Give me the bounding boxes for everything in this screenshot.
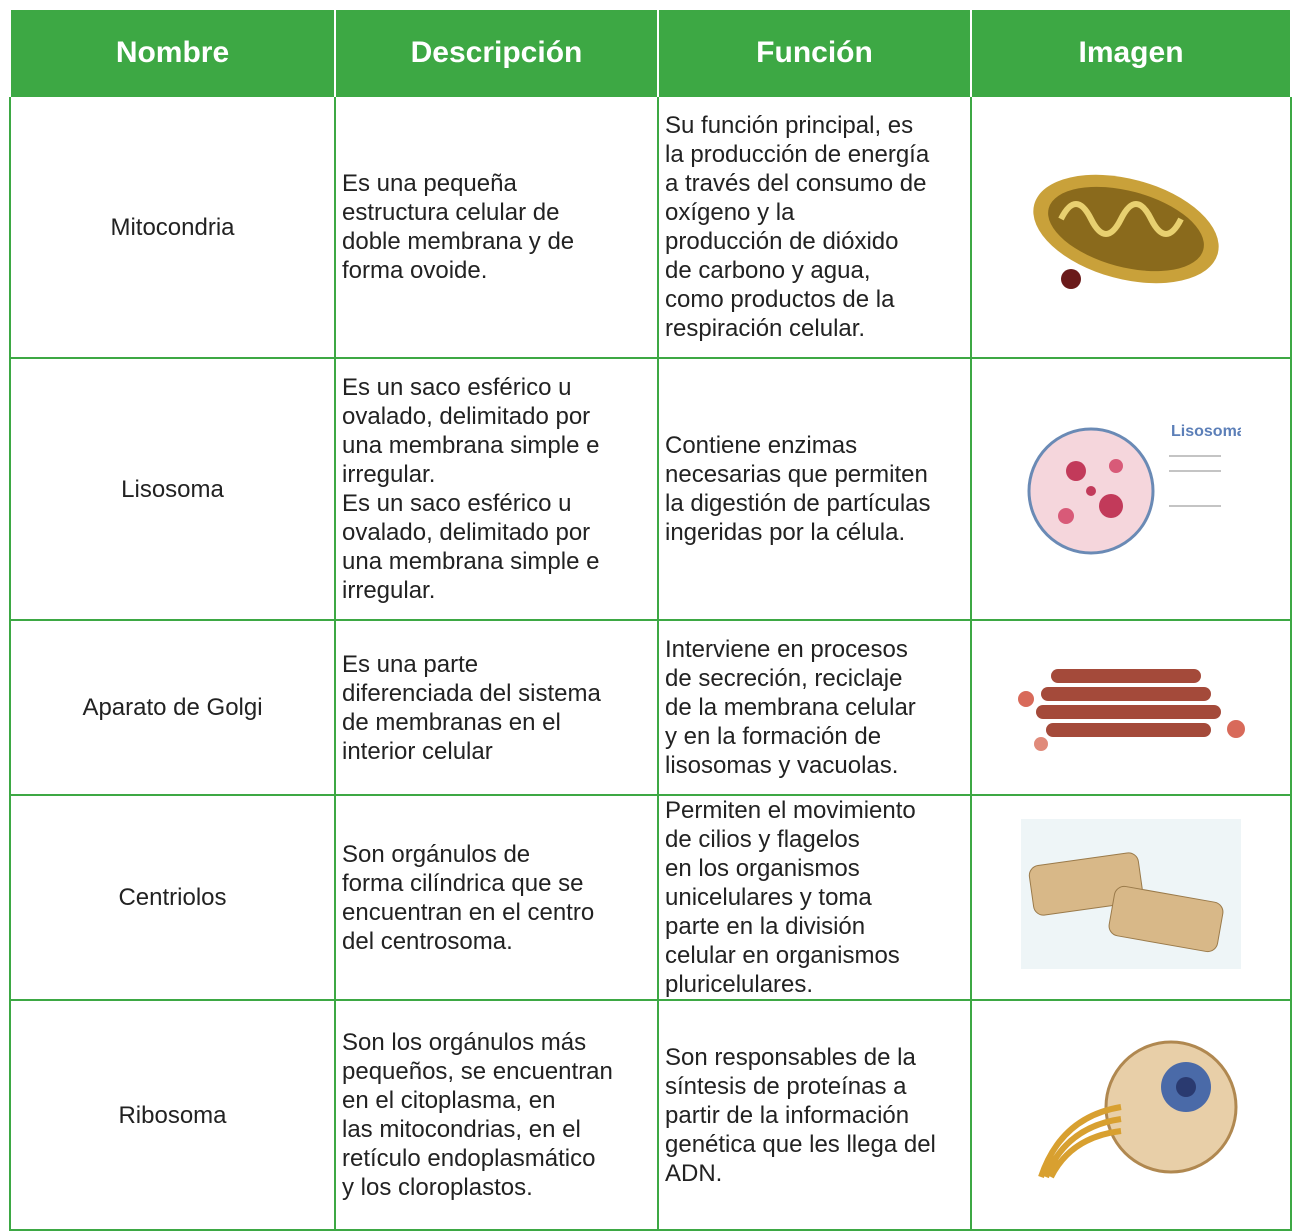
organelle-image <box>1018 669 1245 751</box>
text-line: Su función principal, es <box>665 112 914 139</box>
text-line: síntesis de proteínas a <box>665 1072 907 1100</box>
text-line: y los cloroplastos. <box>342 1174 533 1201</box>
text-line: forma ovoide. <box>342 257 488 284</box>
text-line: de carbono y agua, <box>665 257 871 284</box>
text-line: del centrosoma. <box>342 927 513 955</box>
column-header: Nombre <box>9 10 336 96</box>
organelle-image <box>1033 174 1219 289</box>
text-line: la producción de energía <box>665 141 930 168</box>
text-line: una membrana simple e <box>342 548 600 575</box>
organelle-image <box>1038 1040 1238 1178</box>
function-cell: Su función principal, es la producción de… <box>657 95 972 359</box>
text-line: Son los orgánulos más <box>342 1029 587 1056</box>
function-cell: Contiene enzimas necesarias que permiten l… <box>657 357 972 621</box>
name-cell: Mitocondria <box>9 95 336 359</box>
text-line: ingeridas por la célula. <box>665 519 906 546</box>
text-line: las mitocondrias, en el <box>342 1116 581 1143</box>
text-line: irregular. <box>342 577 436 604</box>
function-cell: Son responsables de la síntesis de proteí… <box>657 999 972 1231</box>
description-cell: Son orgánulos de forma cilíndrica que se e… <box>334 794 659 1001</box>
image-cell <box>970 95 1292 359</box>
table-row: Centriolos Son orgánulos de forma cilíndri… <box>9 794 1292 1001</box>
text-line: necesarias que permiten <box>665 461 928 488</box>
text-line: doble membrana y de <box>342 228 575 255</box>
text-line: celular en organismos <box>665 942 900 969</box>
text-line: Interviene en procesos <box>665 636 908 663</box>
name-cell: Aparato de Golgi <box>9 619 336 796</box>
text-line: de cilios y flagelos <box>665 826 860 853</box>
column-header: Descripción <box>334 10 659 96</box>
text-line: Contiene enzimas <box>665 432 858 459</box>
text-line: de membranas en el <box>342 708 561 736</box>
function-cell: Interviene en procesos de secreción, reci… <box>657 619 972 796</box>
text-line: Son orgánulos de <box>342 840 531 868</box>
text-line: retículo endoplasmático <box>342 1145 596 1172</box>
text-line: ADN. <box>665 1159 723 1187</box>
image-cell <box>970 619 1292 796</box>
organelle-image: Lisosoma <box>1027 423 1246 554</box>
text-line: de la membrana celular <box>665 694 916 721</box>
text-line: pluricelulares. <box>665 971 814 998</box>
text-line: ovalado, delimitado por <box>342 403 591 430</box>
table-row: Aparato de Golgi Es una parte diferenciada… <box>9 619 1292 796</box>
text-line: a través del consumo de <box>665 170 927 197</box>
table-row: Ribosoma Son los orgánulos más pequeños, s… <box>9 999 1292 1231</box>
text-line: ovalado, delimitado por <box>342 519 591 546</box>
header-row: Nombre Descripción Función Imagen <box>9 10 1292 96</box>
text-line: interior celular <box>342 737 493 765</box>
text-line: parte en la división <box>665 913 866 940</box>
image-label: Lisosoma <box>1171 423 1241 440</box>
image-cell: Lisosoma <box>970 357 1292 621</box>
text-line: Es un saco esférico u <box>342 490 572 517</box>
description-cell: Son los orgánulos más pequeños, se encuen… <box>334 999 659 1231</box>
text-line: producción de dióxido <box>665 228 899 255</box>
text-line: de secreción, reciclaje <box>665 665 903 692</box>
text-line: encuentran en el centro <box>342 898 595 926</box>
text-line: una membrana simple e <box>342 432 600 459</box>
text-line: en el citoplasma, en <box>342 1087 556 1114</box>
description-cell: Es un saco esférico u ovalado, delimitado… <box>334 357 659 621</box>
text-line: estructura celular de <box>342 199 560 226</box>
text-line: Son responsables de la <box>665 1043 916 1071</box>
text-line: en los organismos <box>665 855 860 882</box>
name-cell: Lisosoma <box>9 357 336 621</box>
table-row: Lisosoma Es un saco esférico u ovalado, de… <box>9 357 1292 621</box>
text-line: diferenciada del sistema <box>342 679 601 707</box>
image-cell <box>970 794 1292 1001</box>
organelle-image <box>1021 819 1241 969</box>
text-line: lisosomas y vacuolas. <box>665 752 899 779</box>
table-row: Mitocondria Es una pequeña estructura celu… <box>9 95 1292 359</box>
text-line: la digestión de partículas <box>665 490 931 517</box>
text-line: oxígeno y la <box>665 199 795 226</box>
text-line: irregular. <box>342 461 436 488</box>
text-line: partir de la información <box>665 1101 910 1129</box>
text-line: como productos de la <box>665 286 895 313</box>
text-line: Es una pequeña <box>342 170 517 197</box>
column-header: Imagen <box>970 10 1292 96</box>
name-cell: Ribosoma <box>9 999 336 1231</box>
text-line: genética que les llega del <box>665 1130 936 1158</box>
description-cell: Es una pequeña estructura celular de doble… <box>334 95 659 359</box>
text-line: y en la formación de <box>665 723 882 750</box>
text-line: Es un saco esférico u <box>342 374 572 401</box>
text-line: forma cilíndrica que se <box>342 869 584 897</box>
column-header: Función <box>657 10 972 96</box>
organelle-table: Nombre Descripción Función Imagen Mitocondr… <box>9 10 1292 1231</box>
text-line: pequeños, se encuentran <box>342 1058 613 1085</box>
text-line: unicelulares y toma <box>665 884 872 911</box>
name-cell: Centriolos <box>9 794 336 1001</box>
function-cell: Permiten el movimiento de cilios y flagel… <box>657 794 972 1001</box>
text-line: Permiten el movimiento <box>665 797 916 824</box>
text-line: Es una parte <box>342 650 479 678</box>
description-cell: Es una parte diferenciada del sistema de m… <box>334 619 659 796</box>
text-line: respiración celular. <box>665 315 866 342</box>
image-cell <box>970 999 1292 1231</box>
